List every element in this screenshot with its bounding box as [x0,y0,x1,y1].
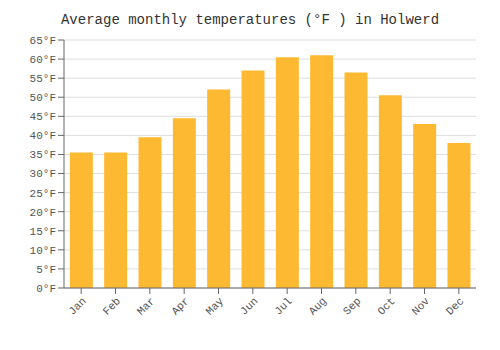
svg-text:Jan: Jan [66,295,88,317]
svg-text:20°F: 20°F [30,207,56,219]
svg-text:25°F: 25°F [30,188,56,200]
svg-text:Feb: Feb [101,295,123,317]
svg-text:Mar: Mar [135,295,157,317]
svg-text:45°F: 45°F [30,111,56,123]
svg-text:15°F: 15°F [30,226,56,238]
html-text:Average monthly temperatures (: Average monthly temperatures (°F ) in Ho… [61,12,439,28]
svg-text:50°F: 50°F [30,92,56,104]
svg-text:0°F: 0°F [36,283,56,295]
svg-text:Jul: Jul [272,295,294,317]
svg-text:30°F: 30°F [30,168,56,180]
svg-text:40°F: 40°F [30,130,56,142]
svg-text:Sep: Sep [341,295,363,317]
svg-text:35°F: 35°F [30,149,56,161]
svg-text:Apr: Apr [169,295,191,317]
svg-text:5°F: 5°F [36,264,56,276]
svg-text:65°F: 65°F [30,35,56,47]
svg-text:Oct: Oct [375,295,397,317]
svg-text:May: May [204,295,227,318]
svg-text:Aug: Aug [307,295,329,317]
svg-text:10°F: 10°F [30,245,56,257]
svg-text:Dec: Dec [444,295,466,317]
svg-text:60°F: 60°F [30,54,56,66]
svg-text:Jun: Jun [238,295,260,317]
svg-text:55°F: 55°F [30,73,56,85]
svg-text:Nov: Nov [410,295,433,318]
